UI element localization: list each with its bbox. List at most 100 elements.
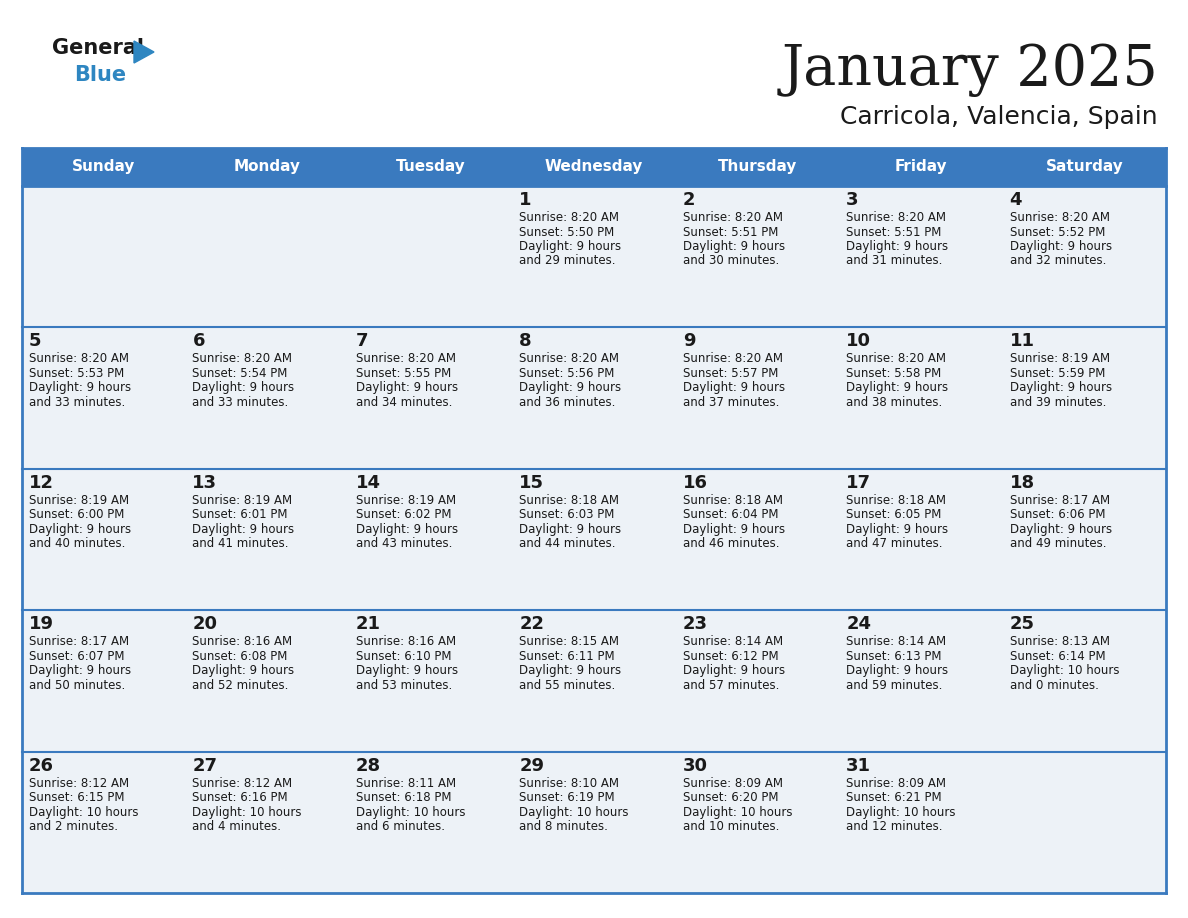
- Text: Daylight: 9 hours: Daylight: 9 hours: [683, 381, 785, 395]
- Text: Daylight: 9 hours: Daylight: 9 hours: [192, 522, 295, 536]
- Text: and 30 minutes.: and 30 minutes.: [683, 254, 779, 267]
- Text: Sunrise: 8:20 AM: Sunrise: 8:20 AM: [519, 211, 619, 224]
- Text: 14: 14: [356, 474, 381, 492]
- Text: Sunset: 6:13 PM: Sunset: 6:13 PM: [846, 650, 942, 663]
- Text: and 36 minutes.: and 36 minutes.: [519, 396, 615, 409]
- Text: Sunrise: 8:20 AM: Sunrise: 8:20 AM: [846, 353, 946, 365]
- Text: 26: 26: [29, 756, 53, 775]
- Text: Sunset: 5:51 PM: Sunset: 5:51 PM: [683, 226, 778, 239]
- Text: Daylight: 10 hours: Daylight: 10 hours: [846, 806, 955, 819]
- Text: Sunset: 5:57 PM: Sunset: 5:57 PM: [683, 367, 778, 380]
- Text: 7: 7: [356, 332, 368, 351]
- Text: Sunrise: 8:10 AM: Sunrise: 8:10 AM: [519, 777, 619, 789]
- Text: and 2 minutes.: and 2 minutes.: [29, 820, 118, 834]
- Text: 18: 18: [1010, 474, 1035, 492]
- Polygon shape: [134, 41, 154, 63]
- Text: Sunrise: 8:13 AM: Sunrise: 8:13 AM: [1010, 635, 1110, 648]
- Text: and 50 minutes.: and 50 minutes.: [29, 678, 125, 691]
- Text: Sunrise: 8:11 AM: Sunrise: 8:11 AM: [356, 777, 456, 789]
- Text: Sunrise: 8:14 AM: Sunrise: 8:14 AM: [846, 635, 947, 648]
- Text: Sunrise: 8:14 AM: Sunrise: 8:14 AM: [683, 635, 783, 648]
- Text: and 44 minutes.: and 44 minutes.: [519, 537, 615, 550]
- Text: Sunset: 6:20 PM: Sunset: 6:20 PM: [683, 791, 778, 804]
- Text: Daylight: 9 hours: Daylight: 9 hours: [683, 665, 785, 677]
- Text: 2: 2: [683, 191, 695, 209]
- Text: Sunset: 6:01 PM: Sunset: 6:01 PM: [192, 509, 287, 521]
- Text: and 49 minutes.: and 49 minutes.: [1010, 537, 1106, 550]
- Text: Sunset: 5:51 PM: Sunset: 5:51 PM: [846, 226, 942, 239]
- Text: Daylight: 9 hours: Daylight: 9 hours: [1010, 381, 1112, 395]
- Text: Daylight: 9 hours: Daylight: 9 hours: [846, 381, 948, 395]
- Text: Daylight: 9 hours: Daylight: 9 hours: [356, 381, 459, 395]
- Text: Daylight: 9 hours: Daylight: 9 hours: [192, 665, 295, 677]
- Text: Sunrise: 8:09 AM: Sunrise: 8:09 AM: [683, 777, 783, 789]
- Text: 9: 9: [683, 332, 695, 351]
- Text: Sunset: 6:07 PM: Sunset: 6:07 PM: [29, 650, 125, 663]
- Text: 23: 23: [683, 615, 708, 633]
- Text: 30: 30: [683, 756, 708, 775]
- Text: 29: 29: [519, 756, 544, 775]
- Text: Tuesday: Tuesday: [396, 160, 466, 174]
- Text: 8: 8: [519, 332, 532, 351]
- Text: and 39 minutes.: and 39 minutes.: [1010, 396, 1106, 409]
- Text: Daylight: 10 hours: Daylight: 10 hours: [1010, 665, 1119, 677]
- Text: Daylight: 9 hours: Daylight: 9 hours: [356, 665, 459, 677]
- Text: 6: 6: [192, 332, 204, 351]
- Text: Daylight: 9 hours: Daylight: 9 hours: [1010, 522, 1112, 536]
- Text: Sunset: 5:55 PM: Sunset: 5:55 PM: [356, 367, 451, 380]
- Text: Daylight: 10 hours: Daylight: 10 hours: [29, 806, 139, 819]
- Text: Daylight: 9 hours: Daylight: 9 hours: [29, 522, 131, 536]
- Text: Sunset: 6:19 PM: Sunset: 6:19 PM: [519, 791, 615, 804]
- Text: Daylight: 9 hours: Daylight: 9 hours: [683, 240, 785, 253]
- Text: and 46 minutes.: and 46 minutes.: [683, 537, 779, 550]
- Text: 11: 11: [1010, 332, 1035, 351]
- Bar: [23, 610, 1165, 752]
- Text: Carricola, Valencia, Spain: Carricola, Valencia, Spain: [840, 105, 1158, 129]
- Text: and 59 minutes.: and 59 minutes.: [846, 678, 942, 691]
- Text: Thursday: Thursday: [718, 160, 797, 174]
- Text: Daylight: 10 hours: Daylight: 10 hours: [192, 806, 302, 819]
- Text: Sunrise: 8:19 AM: Sunrise: 8:19 AM: [1010, 353, 1110, 365]
- Text: and 0 minutes.: and 0 minutes.: [1010, 678, 1099, 691]
- Text: Daylight: 9 hours: Daylight: 9 hours: [519, 522, 621, 536]
- Text: 28: 28: [356, 756, 381, 775]
- Text: Sunrise: 8:20 AM: Sunrise: 8:20 AM: [192, 353, 292, 365]
- Text: Sunset: 6:15 PM: Sunset: 6:15 PM: [29, 791, 125, 804]
- Text: Daylight: 10 hours: Daylight: 10 hours: [519, 806, 628, 819]
- Text: 3: 3: [846, 191, 859, 209]
- Text: Wednesday: Wednesday: [545, 160, 643, 174]
- Text: Daylight: 9 hours: Daylight: 9 hours: [683, 522, 785, 536]
- Text: Sunset: 6:16 PM: Sunset: 6:16 PM: [192, 791, 287, 804]
- Text: 13: 13: [192, 474, 217, 492]
- Text: Sunset: 6:02 PM: Sunset: 6:02 PM: [356, 509, 451, 521]
- Text: 17: 17: [846, 474, 871, 492]
- Text: Sunrise: 8:16 AM: Sunrise: 8:16 AM: [356, 635, 456, 648]
- Text: Sunset: 5:56 PM: Sunset: 5:56 PM: [519, 367, 614, 380]
- Text: 4: 4: [1010, 191, 1022, 209]
- Text: 21: 21: [356, 615, 381, 633]
- Text: and 52 minutes.: and 52 minutes.: [192, 678, 289, 691]
- Text: 27: 27: [192, 756, 217, 775]
- Text: 16: 16: [683, 474, 708, 492]
- Text: and 12 minutes.: and 12 minutes.: [846, 820, 942, 834]
- Text: Sunset: 5:50 PM: Sunset: 5:50 PM: [519, 226, 614, 239]
- Text: Sunset: 6:10 PM: Sunset: 6:10 PM: [356, 650, 451, 663]
- Text: Sunrise: 8:17 AM: Sunrise: 8:17 AM: [1010, 494, 1110, 507]
- Text: Sunrise: 8:19 AM: Sunrise: 8:19 AM: [192, 494, 292, 507]
- Text: Daylight: 9 hours: Daylight: 9 hours: [519, 381, 621, 395]
- Bar: [23, 186, 1165, 328]
- Text: Sunset: 6:05 PM: Sunset: 6:05 PM: [846, 509, 942, 521]
- Text: 20: 20: [192, 615, 217, 633]
- Text: Sunset: 6:21 PM: Sunset: 6:21 PM: [846, 791, 942, 804]
- Text: Sunset: 5:52 PM: Sunset: 5:52 PM: [1010, 226, 1105, 239]
- Text: and 37 minutes.: and 37 minutes.: [683, 396, 779, 409]
- Text: and 8 minutes.: and 8 minutes.: [519, 820, 608, 834]
- Text: Daylight: 9 hours: Daylight: 9 hours: [192, 381, 295, 395]
- Text: Sunrise: 8:09 AM: Sunrise: 8:09 AM: [846, 777, 946, 789]
- Text: Sunset: 6:11 PM: Sunset: 6:11 PM: [519, 650, 615, 663]
- Text: 24: 24: [846, 615, 871, 633]
- Text: General: General: [52, 38, 144, 58]
- Text: Daylight: 9 hours: Daylight: 9 hours: [846, 240, 948, 253]
- Text: Daylight: 10 hours: Daylight: 10 hours: [356, 806, 466, 819]
- Text: Sunrise: 8:18 AM: Sunrise: 8:18 AM: [683, 494, 783, 507]
